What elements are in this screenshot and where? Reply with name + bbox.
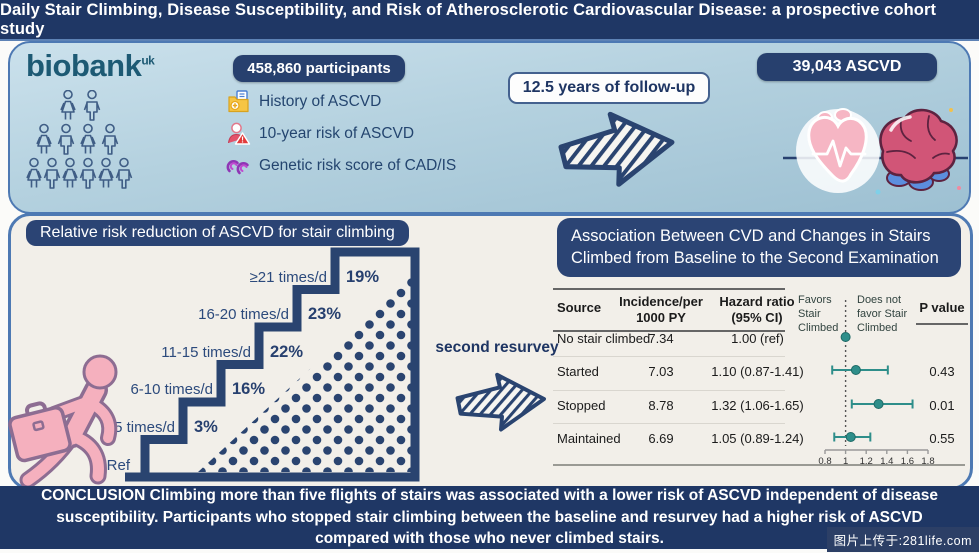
risk-item-label: Genetic risk score of CAD/IS <box>259 157 457 174</box>
svg-text:1.6: 1.6 <box>901 456 914 467</box>
forest-plot: 0.8 1 1.2 1.4 1.6 1.8 <box>818 300 935 467</box>
risk-item-label: 10-year risk of ASCVD <box>259 125 415 142</box>
stair-ref-label: Ref <box>107 457 131 474</box>
table-rule-top <box>553 288 785 290</box>
arrow-right-icon <box>455 372 546 432</box>
table-rule-header <box>553 330 785 332</box>
table-row-incidence: 7.34 <box>648 331 674 346</box>
stair-cat-label: ≥21 times/d <box>250 269 327 286</box>
stair-cat-label: 6-10 times/d <box>130 381 213 398</box>
heart-icon <box>807 108 868 183</box>
resurvey-label: second resurvey <box>435 339 559 356</box>
table-row-source: Stopped <box>557 398 606 413</box>
brain-icon <box>875 108 961 195</box>
arrow-right-icon <box>558 111 675 187</box>
conclusion-bar: CONCLUSION Climbing more than five fligh… <box>0 486 979 549</box>
risk-item-label: History of ASCVD <box>259 93 382 110</box>
table-row-source: Maintained <box>557 431 621 446</box>
svg-text:0.8: 0.8 <box>818 456 831 467</box>
population-pyramid-icon <box>26 90 133 189</box>
svg-text:1.4: 1.4 <box>880 456 893 467</box>
table-row-incidence: 7.03 <box>648 364 674 379</box>
participants-badge: 458,860 participants <box>233 55 405 82</box>
folder-icon <box>228 90 249 113</box>
biobank-logo: biobankuk <box>26 48 155 83</box>
person-warning-icon: ! <box>228 122 251 145</box>
stair-pct-label: 22% <box>270 343 303 361</box>
followup-badge: 12.5 years of follow-up <box>508 72 710 104</box>
staircase-outline <box>125 247 420 482</box>
stair-pct-label: 23% <box>308 305 341 323</box>
row-separator <box>553 356 785 357</box>
risk-item-10yr: ! 10-year risk of ASCVD <box>226 122 456 145</box>
outcome-badge: 39,043 ASCVD <box>757 53 937 81</box>
dot-triangle <box>198 276 411 472</box>
col-header-source: Source <box>557 300 602 315</box>
table-row-incidence: 6.69 <box>648 431 674 446</box>
watermark: 图片上传于:281life.com <box>826 527 979 552</box>
table-row-source: Started <box>557 364 599 379</box>
table-row-hazard: 1.10 (0.87-1.41) <box>711 364 804 379</box>
risk-item-history: History of ASCVD <box>226 90 456 113</box>
stair-cat-label: 1-5 times/d <box>101 419 175 436</box>
risk-factor-list: History of ASCVD ! 10-year risk of ASCVD… <box>226 90 456 187</box>
svg-text:1.2: 1.2 <box>860 456 873 467</box>
risk-item-genetic: Genetic risk score of CAD/IS <box>226 155 456 177</box>
svg-text:1: 1 <box>843 456 848 467</box>
right-panel-header: Association Between CVD and Changes in S… <box>557 218 961 277</box>
table-rule-bottom <box>553 464 965 466</box>
col-header-incidence: Incidence/per 1000 PY <box>619 294 703 326</box>
heart-brain-illustration <box>783 108 968 195</box>
row-separator <box>553 423 785 424</box>
table-row-incidence: 8.78 <box>648 398 674 413</box>
table-row-hazard: 1.05 (0.89-1.24) <box>711 431 804 446</box>
runner-illustration <box>8 354 118 489</box>
svg-text:!: ! <box>241 135 244 145</box>
table-row-hazard: 1.32 (1.06-1.65) <box>711 398 804 413</box>
table-row-source: No stair climbed <box>557 331 651 346</box>
table-row-pvalue: 0.01 <box>929 398 955 413</box>
dna-icon <box>226 160 249 175</box>
pvalue-rule <box>916 323 968 325</box>
left-panel-header: Relative risk reduction of ASCVD for sta… <box>26 220 409 246</box>
stair-cat-label: 16-20 times/d <box>198 306 289 323</box>
conclusion-text: CONCLUSION Climbing more than five fligh… <box>41 487 938 548</box>
stair-pct-label: 3% <box>194 418 218 436</box>
stair-pct-label: 19% <box>346 268 379 286</box>
favors-left-label: Favors Stair Climbed <box>798 294 839 334</box>
briefcase-icon <box>8 401 72 463</box>
stair-chart: Ref 1-5 times/d 6-10 times/d 11-15 times… <box>101 247 420 482</box>
title-bar: Daily Stair Climbing, Disease Susceptibi… <box>0 0 979 41</box>
page-title: Daily Stair Climbing, Disease Susceptibi… <box>0 0 937 38</box>
svg-text:1.8: 1.8 <box>921 456 934 467</box>
table-row-hazard: 1.00 (ref) <box>731 331 784 346</box>
col-header-pvalue: P value <box>919 300 965 315</box>
row-separator <box>553 390 785 391</box>
table-row-pvalue: 0.55 <box>929 431 955 446</box>
stair-cat-label: 11-15 times/d <box>161 344 251 361</box>
col-header-hazard: Hazard ratio (95% CI) <box>719 294 795 326</box>
favors-right-label: Does not favor Stair Climbed <box>857 294 908 334</box>
stair-pct-label: 16% <box>232 380 265 398</box>
runner-head <box>82 354 118 390</box>
table-row-pvalue: 0.43 <box>929 364 955 379</box>
